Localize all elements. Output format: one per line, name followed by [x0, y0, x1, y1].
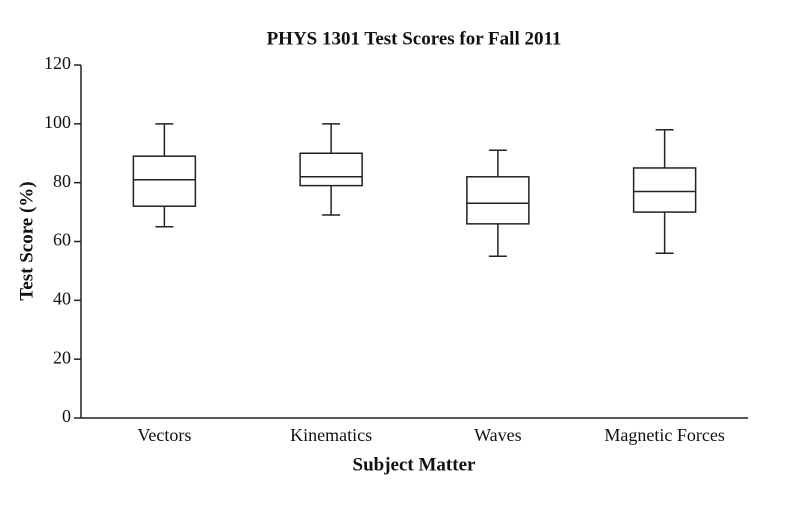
box: [299, 152, 363, 187]
box: [466, 176, 530, 225]
box: [632, 167, 697, 213]
x-tick-label: Vectors: [137, 425, 191, 445]
y-tick-label: 20: [53, 347, 71, 367]
y-tick-label: 120: [44, 53, 71, 73]
y-axis-label: Test Score (%): [16, 181, 37, 300]
y-tick-label: 40: [53, 288, 71, 308]
box: [132, 155, 197, 207]
x-tick-label: Magnetic Forces: [604, 425, 724, 445]
y-tick-label: 60: [53, 230, 71, 250]
y-tick-label: 80: [53, 171, 71, 191]
x-axis-label: Subject Matter: [353, 454, 476, 475]
x-tick-label: Kinematics: [290, 425, 372, 445]
y-tick-label: 0: [62, 406, 71, 426]
chart-title: PHYS 1301 Test Scores for Fall 2011: [267, 28, 562, 49]
y-tick-label: 100: [44, 112, 71, 132]
x-tick-label: Waves: [474, 425, 522, 445]
